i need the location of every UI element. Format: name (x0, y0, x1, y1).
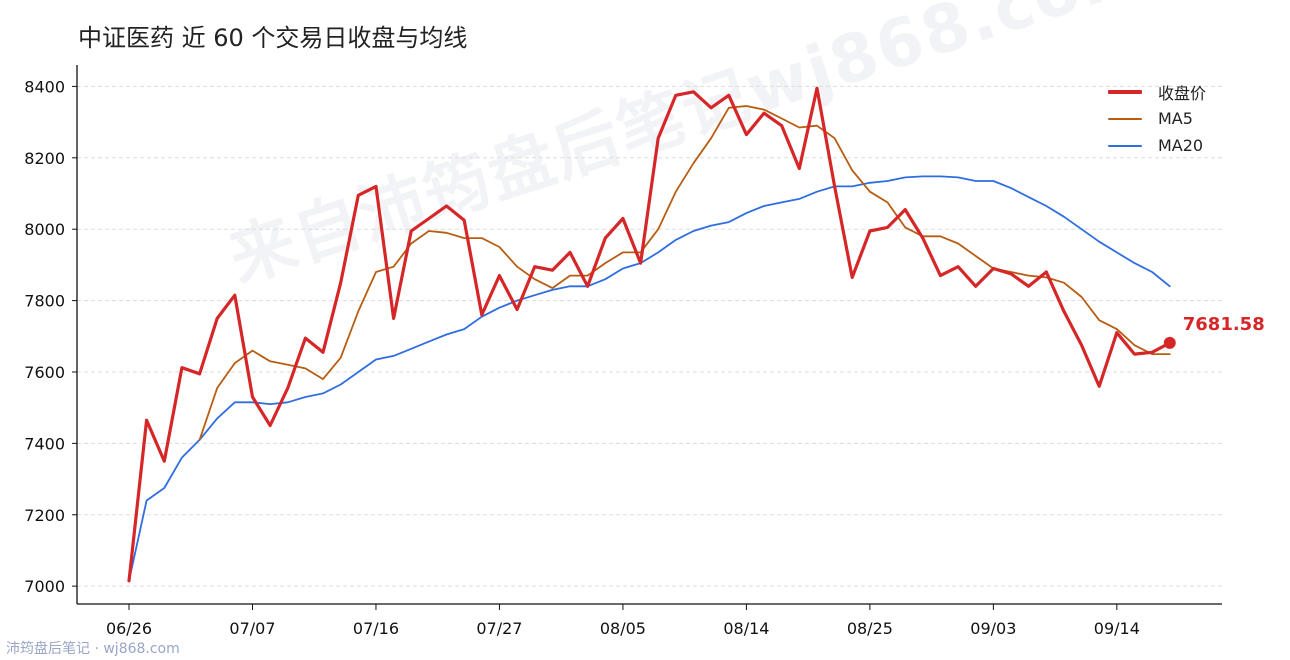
legend-swatch-close (1108, 89, 1142, 94)
legend-item-ma20: MA20 (1108, 132, 1206, 159)
end-marker: 7681.58 (1163, 314, 1265, 349)
chart-title: 中证医药 近 60 个交易日收盘与均线 (78, 24, 468, 52)
series-ma5-line (198, 105, 1171, 441)
legend-item-ma5: MA5 (1108, 105, 1206, 132)
last-close-label: 7681.58 (1183, 314, 1265, 335)
x-tick-label: 08/25 (847, 619, 893, 638)
legend: 收盘价 MA5 MA20 (1108, 78, 1206, 159)
series-close-line (127, 86, 1172, 583)
y-tick-label: 8400 (24, 77, 65, 96)
legend-label-ma5: MA5 (1158, 109, 1193, 128)
y-tick-label: 7800 (24, 292, 65, 311)
x-tick-label: 08/05 (600, 619, 646, 638)
last-close-dot (1163, 336, 1176, 349)
legend-item-close: 收盘价 (1108, 78, 1206, 105)
series-lines (127, 86, 1172, 583)
legend-label-close: 收盘价 (1158, 83, 1207, 103)
legend-swatch-ma5 (1108, 117, 1142, 120)
x-tick-label: 09/03 (970, 619, 1016, 638)
x-tick-label: 07/07 (229, 619, 275, 638)
x-tick-label: 06/26 (106, 619, 152, 638)
legend-label-ma20: MA20 (1158, 136, 1204, 155)
y-tick-label: 7600 (24, 363, 65, 382)
legend-swatch-ma20 (1108, 144, 1142, 147)
footer-credit: 沛筠盘后笔记 · wj868.com (6, 641, 180, 657)
axes: 7000 7200 7400 7600 7800 8000 8200 8400 06/26 07/… (24, 65, 1222, 638)
x-tick-label: 08/14 (723, 619, 769, 638)
y-tick-label: 7000 (24, 577, 65, 596)
y-tick-label: 7200 (24, 506, 65, 525)
y-tick-label: 8200 (24, 149, 65, 168)
grid-lines (77, 85, 1222, 587)
x-tick-label: 07/16 (353, 619, 399, 638)
y-tick-label: 7400 (24, 434, 65, 453)
x-tick-label: 09/14 (1094, 619, 1140, 638)
y-tick-label: 8000 (24, 220, 65, 239)
series-ma20-line (128, 175, 1171, 582)
x-tick-label: 07/27 (476, 619, 522, 638)
